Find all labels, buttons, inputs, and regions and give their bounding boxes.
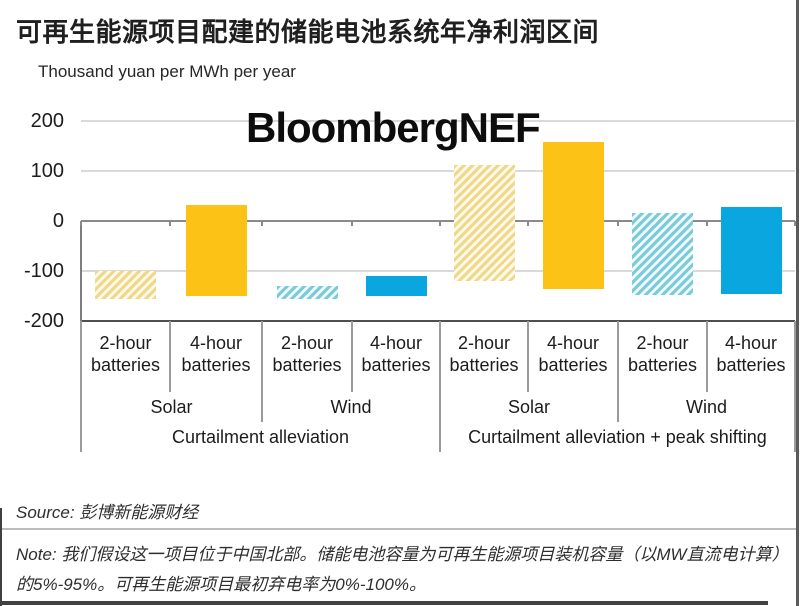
- y-axis-unit-label: Thousand yuan per MWh per year: [38, 62, 296, 81]
- zero-axis-tick-3: [351, 221, 353, 226]
- gridline-100: [81, 170, 795, 172]
- battery-label-cell-3: 2-hour batteries: [272, 333, 342, 375]
- x-label-separator-6: [617, 321, 619, 422]
- gridline--200: [81, 320, 795, 322]
- technology-label-cell-2: Wind: [330, 397, 372, 417]
- source-prefix: Source:: [16, 503, 80, 522]
- technology-label-cell-4: Wind: [685, 397, 727, 417]
- y-tick-label--100: -100: [23, 260, 64, 282]
- y-tick-label--200: -200: [23, 310, 64, 332]
- technology-label-cell-3: Solar: [507, 397, 551, 417]
- x-label-separator-2: [261, 321, 263, 422]
- note-text: 我们假设这一项目位于中国北部。储能电池容量为可再生能源项目装机容量（以MW直流电…: [16, 545, 781, 594]
- gridline-200: [81, 120, 795, 122]
- chart-title: 可再生能源项目配建的储能电池系统年净利润区间: [16, 17, 600, 47]
- gridline--100: [81, 270, 795, 272]
- photo-edge-left: [0, 508, 2, 606]
- y-tick-label-100: 100: [30, 160, 64, 182]
- zero-axis-tick-4: [439, 221, 441, 226]
- y-tick-label-0: 0: [52, 210, 64, 232]
- footer-divider: [0, 528, 797, 530]
- scenario-label-cell-2: Curtailment alleviation + peak shifting: [468, 427, 767, 447]
- x-label-separator-5: [527, 321, 529, 392]
- zero-axis-tick-5: [527, 221, 529, 226]
- profit-range-bar-7: [632, 212, 693, 295]
- profit-range-bar-4: [365, 276, 427, 296]
- x-label-separator-3: [351, 321, 353, 392]
- battery-label-cell-2: 4-hour batteries: [181, 333, 251, 375]
- x-label-separator-8: [794, 321, 796, 452]
- source-line: Source: 彭博新能源财经: [16, 498, 198, 523]
- battery-label-cell-7: 2-hour batteries: [627, 333, 698, 375]
- note-line: Note: 我们假设这一项目位于中国北部。储能电池容量为可再生能源项目装机容量（…: [16, 540, 788, 600]
- profit-range-bar-2: [185, 205, 247, 296]
- bloombergnef-watermark: BloombergNEF: [246, 104, 541, 151]
- profit-range-bar-1: [95, 271, 156, 299]
- scenario-label-cell-1: Curtailment alleviation: [171, 427, 350, 447]
- x-label-separator-1: [169, 321, 171, 392]
- x-label-separator-0: [80, 321, 82, 452]
- profit-range-bar-6: [542, 142, 604, 289]
- zero-axis-tick-1: [169, 221, 171, 226]
- photo-edge-bottom: [0, 601, 768, 605]
- zero-axis-tick-8: [794, 221, 796, 226]
- zero-axis-tick-0: [80, 221, 82, 226]
- y-tick-label-200: 200: [30, 110, 64, 132]
- source-text: 彭博新能源财经: [79, 503, 199, 522]
- battery-label-cell-1: 2-hour batteries: [90, 333, 161, 375]
- note-prefix: Note:: [16, 545, 62, 564]
- profit-range-bar-5: [453, 165, 515, 281]
- zero-axis-tick-2: [261, 221, 263, 226]
- x-label-separator-7: [706, 321, 708, 392]
- battery-label-cell-4: 4-hour batteries: [361, 333, 431, 375]
- profit-range-bar-3: [276, 286, 338, 299]
- battery-label-cell-6: 4-hour batteries: [538, 333, 608, 375]
- x-label-separator-4: [439, 321, 441, 452]
- battery-label-cell-8: 4-hour batteries: [716, 333, 786, 375]
- profit-range-bar-8: [720, 207, 782, 294]
- zero-axis-tick-7: [706, 221, 708, 226]
- zero-axis-tick-6: [617, 221, 619, 226]
- technology-label-cell-1: Solar: [150, 397, 193, 417]
- gridline-0: [81, 220, 795, 222]
- photo-edge-right: [796, 0, 799, 606]
- battery-label-cell-5: 2-hour batteries: [449, 333, 519, 375]
